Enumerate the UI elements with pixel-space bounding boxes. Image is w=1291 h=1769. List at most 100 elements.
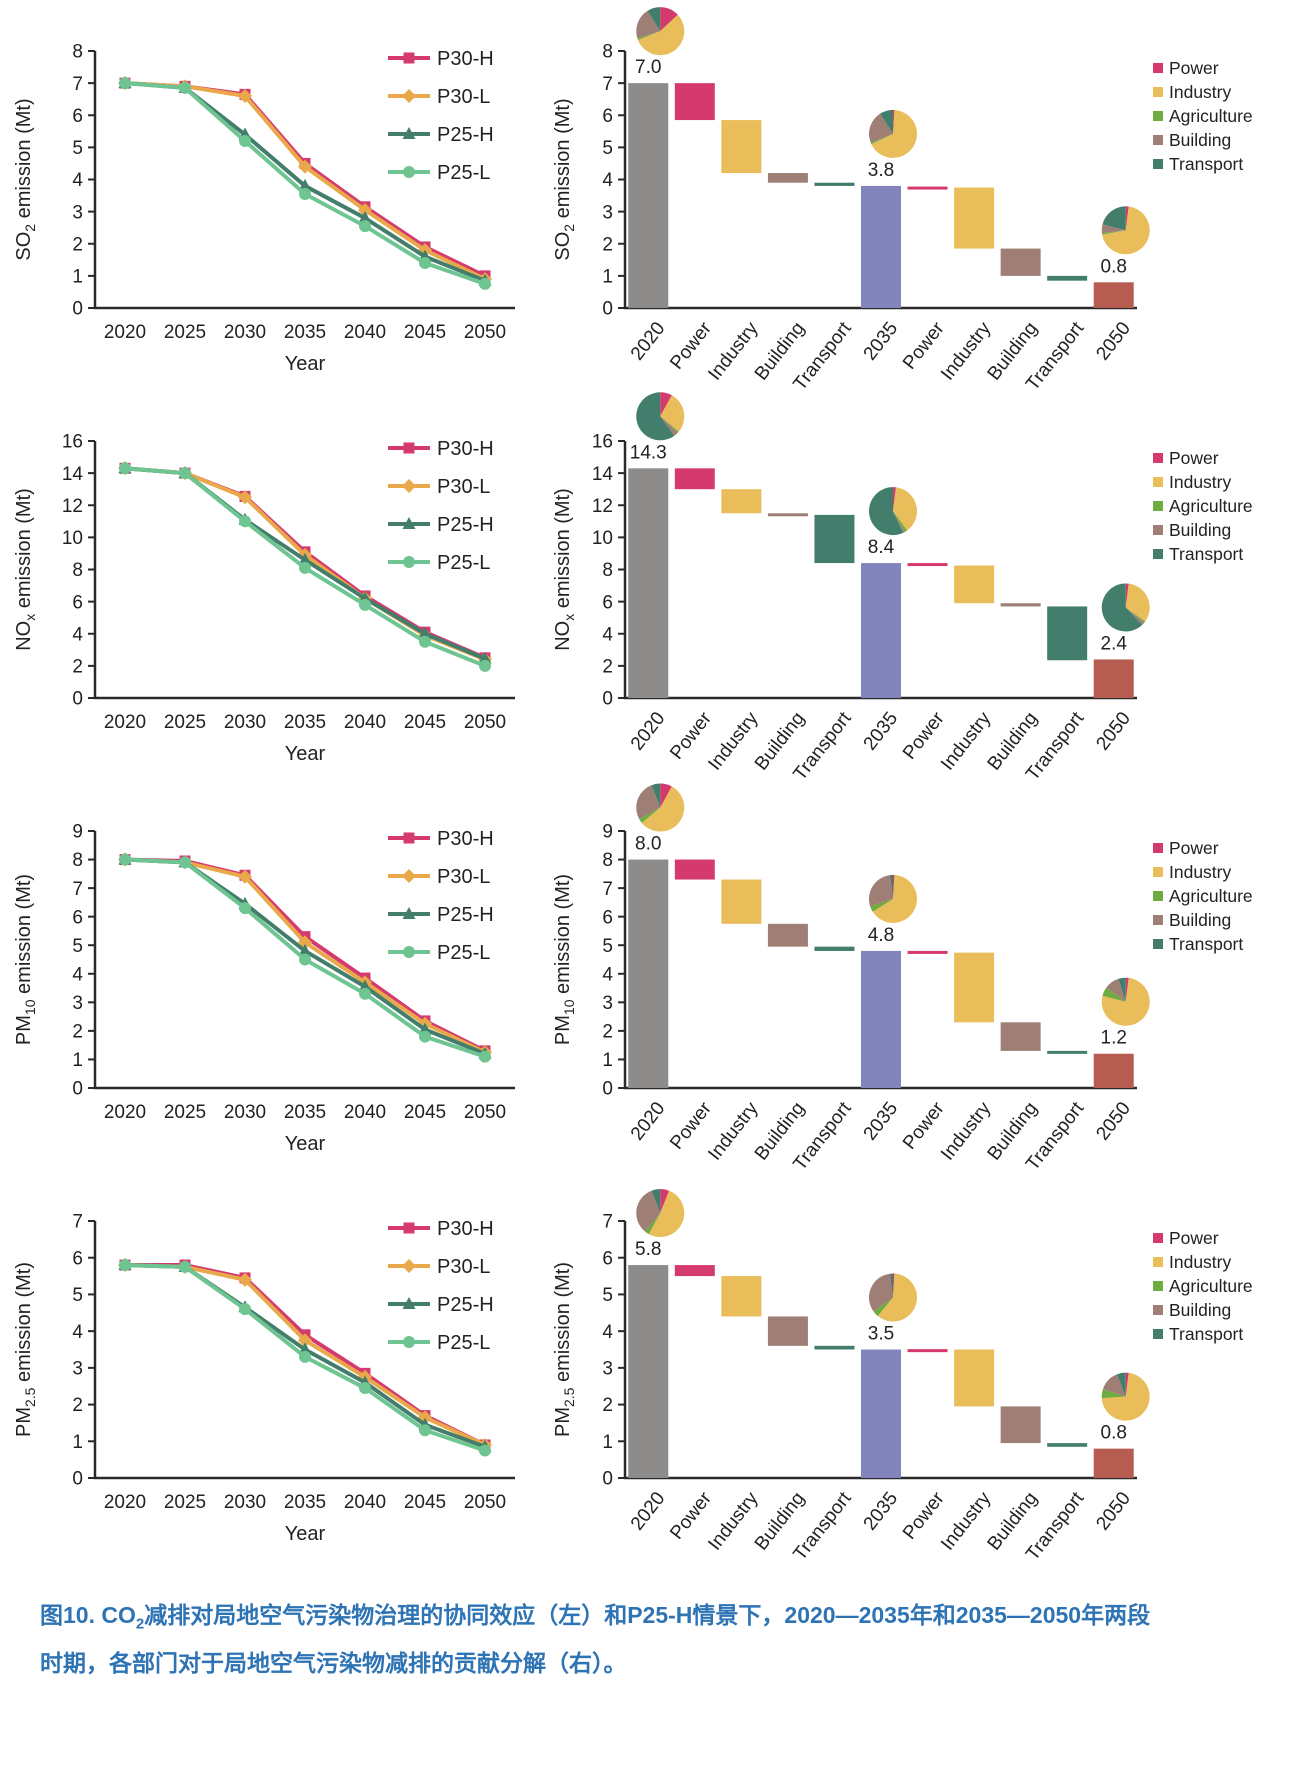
svg-text:12: 12 (62, 496, 83, 517)
svg-text:0: 0 (602, 689, 613, 710)
svg-text:2040: 2040 (344, 322, 386, 343)
svg-text:2020: 2020 (627, 1098, 670, 1144)
contribution-pie (869, 874, 917, 923)
svg-text:6: 6 (602, 1248, 613, 1269)
svg-text:2040: 2040 (344, 712, 386, 733)
contribution-pie (869, 1273, 917, 1322)
svg-text:7: 7 (602, 74, 613, 95)
x-axis-ticks: 2020 2025 2030 2035 2040 2045 2050 (104, 1102, 506, 1123)
svg-text:Power: Power (1169, 448, 1219, 468)
svg-text:Building: Building (1169, 910, 1231, 930)
caption-line-2: 时期，各部门对于局地空气污染物减排的贡献分解（右）。 (40, 1640, 1261, 1686)
scenario-legend: P30-H P30-L P25-H P25-L (388, 828, 494, 964)
svg-text:Industry: Industry (1169, 862, 1231, 882)
svg-text:6: 6 (602, 592, 613, 613)
bar-Industry (721, 879, 762, 924)
svg-text:Agriculture: Agriculture (1169, 496, 1253, 516)
x-axis-ticks: 2020 2025 2030 2035 2040 2045 2050 (104, 1492, 506, 1513)
svg-text:2: 2 (72, 1022, 83, 1043)
svg-text:2050: 2050 (1092, 318, 1135, 364)
bar-2020 (628, 859, 669, 1088)
svg-text:2045: 2045 (404, 1102, 446, 1123)
bar-value-label: 3.5 (868, 1324, 894, 1345)
svg-text:4: 4 (602, 624, 613, 645)
contribution-pie (636, 783, 685, 832)
svg-text:7: 7 (602, 879, 613, 900)
svg-text:7: 7 (602, 1212, 613, 1233)
x-axis-ticks: 2020 2025 2030 2035 2040 2045 2050 (104, 322, 506, 343)
svg-text:0: 0 (72, 299, 83, 320)
svg-text:Transport: Transport (1169, 1324, 1243, 1344)
svg-text:2: 2 (72, 657, 83, 678)
svg-text:2050: 2050 (1092, 1488, 1135, 1534)
svg-text:2040: 2040 (344, 1492, 386, 1513)
svg-text:P30-H: P30-H (437, 438, 494, 460)
caption-text: 图10. CO (40, 1602, 136, 1628)
bar-value-label: 3.8 (868, 160, 894, 181)
svg-text:P25-H: P25-H (437, 124, 494, 146)
contribution-pie (636, 7, 685, 56)
svg-text:5: 5 (72, 138, 83, 159)
contribution-pie (636, 1189, 685, 1238)
svg-text:14: 14 (592, 464, 614, 485)
bar-Industry (721, 120, 762, 174)
svg-text:2: 2 (602, 234, 613, 255)
svg-text:3: 3 (72, 202, 83, 223)
x-axis-ticks: 2020 2025 2030 2035 2040 2045 2050 (104, 712, 506, 733)
svg-text:8: 8 (72, 560, 83, 581)
svg-text:2035: 2035 (284, 1492, 326, 1513)
svg-text:2040: 2040 (344, 1102, 386, 1123)
svg-text:2: 2 (72, 1395, 83, 1416)
svg-text:Agriculture: Agriculture (1169, 106, 1253, 126)
chart-pm10-waterfall: 0 1 2 3 4 5 6 7 8 9 PM10 emission (Mt) 2020 Power Ind… (545, 783, 1291, 1176)
svg-text:2030: 2030 (224, 1492, 266, 1513)
svg-text:4: 4 (602, 1322, 613, 1343)
svg-text:P30-H: P30-H (437, 1218, 494, 1240)
bar-Power (907, 563, 948, 567)
x-axis-label: Year (285, 743, 326, 765)
svg-text:2025: 2025 (164, 1102, 206, 1123)
svg-text:6: 6 (72, 907, 83, 928)
svg-text:4: 4 (72, 170, 83, 191)
svg-text:Transport: Transport (1169, 544, 1243, 564)
svg-text:4: 4 (602, 964, 613, 985)
bar-value-label: 0.8 (1101, 256, 1127, 277)
caption-text: 时期，各部门对于局地空气污染物减排的贡献分解（右）。 (40, 1649, 627, 1676)
svg-text:2020: 2020 (104, 1492, 146, 1513)
svg-text:8: 8 (72, 42, 83, 63)
svg-text:2035: 2035 (860, 1488, 903, 1534)
svg-text:2020: 2020 (627, 708, 670, 754)
chart-nox-line: 0 2 4 6 8 10 12 14 16 NOx emission (Mt) 2020 2025 20… (0, 396, 545, 786)
svg-text:1: 1 (72, 1050, 83, 1071)
svg-text:2025: 2025 (164, 712, 206, 733)
svg-text:1: 1 (602, 1432, 613, 1453)
axes: 0 1 2 3 4 5 6 7 8 9 (72, 822, 515, 1100)
series-P25-L (119, 77, 491, 290)
bar-Transport (814, 182, 855, 186)
svg-text:16: 16 (62, 432, 83, 453)
svg-text:P30-L: P30-L (437, 86, 490, 108)
svg-text:2035: 2035 (860, 1098, 903, 1144)
svg-text:2050: 2050 (464, 1492, 506, 1513)
series-P25-L (119, 1259, 491, 1457)
svg-text:14: 14 (62, 464, 84, 485)
bar-Industry (954, 187, 995, 249)
bar-Transport (814, 1345, 855, 1350)
bar-Industry (954, 952, 995, 1023)
svg-text:4: 4 (72, 964, 83, 985)
bar-Industry (954, 565, 995, 604)
svg-text:2035: 2035 (860, 708, 903, 754)
svg-text:2025: 2025 (164, 322, 206, 343)
svg-text:0: 0 (602, 1079, 613, 1100)
y-axis-label: PM10 emission (Mt) (13, 874, 38, 1045)
svg-text:Building: Building (1169, 1300, 1231, 1320)
contribution-pie (636, 392, 685, 441)
svg-text:Power: Power (1169, 1228, 1219, 1248)
svg-text:2030: 2030 (224, 1102, 266, 1123)
